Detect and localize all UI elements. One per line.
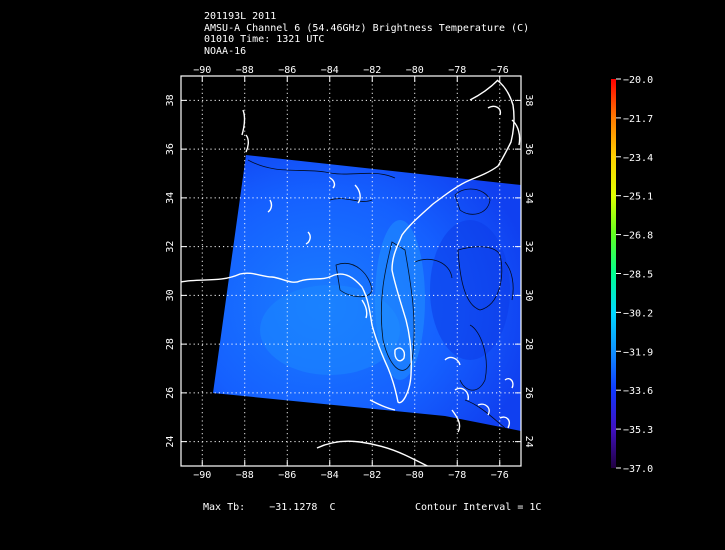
lat-label-right: 32	[523, 241, 534, 253]
lon-label-bottom: −76	[491, 470, 509, 481]
contour-line	[335, 263, 373, 298]
axis-tick-labels: −90 −90 −88 −88 −86 −86 −84 −84 −82 −82 −80 −80 −78 −…	[165, 65, 534, 481]
lat-label-right: 26	[523, 387, 534, 399]
inland-water	[241, 109, 368, 319]
title-line-date: 201193L 2011	[204, 11, 277, 22]
lat-label-right: 24	[523, 436, 534, 448]
lon-label-bottom: −88	[236, 470, 254, 481]
lon-label-top: −88	[236, 65, 254, 76]
lon-label-bottom: −82	[363, 470, 381, 481]
contour-line	[329, 198, 373, 202]
lat-label-left: 32	[165, 241, 176, 253]
coastline-keys	[369, 399, 396, 411]
lon-label-bottom: −84	[321, 470, 339, 481]
lat-label-left: 28	[165, 338, 176, 350]
color-scale-label: −21.7	[623, 114, 653, 125]
color-scale-gradient	[611, 79, 616, 468]
lat-label-right: 36	[523, 143, 534, 155]
max-tb-label: Max Tb:	[203, 502, 246, 513]
lon-label-bottom: −90	[193, 470, 211, 481]
lat-label-left: 34	[165, 192, 176, 204]
lon-label-top: −90	[193, 65, 211, 76]
lat-label-right: 28	[523, 338, 534, 350]
lon-label-bottom: −80	[406, 470, 424, 481]
color-scale-label: −20.0	[623, 75, 653, 86]
contour-line	[454, 188, 491, 215]
title-line-channel: AMSU-A Channel 6 (54.46GHz) Brightness T…	[204, 22, 530, 34]
coastline-bahamas	[444, 356, 514, 433]
coastline-gulf-florida	[181, 79, 515, 404]
color-scale-label: −35.3	[623, 425, 653, 436]
lon-label-top: −82	[363, 65, 381, 76]
lat-label-right: 34	[523, 192, 534, 204]
lat-label-left: 38	[165, 94, 176, 106]
color-scale-bar: −20.0 −21.7 −23.4 −25.1 −26.8 −28.5 −30.2 −31.9…	[611, 75, 653, 475]
lat-label-right: 38	[523, 94, 534, 106]
contour-line	[457, 246, 503, 311]
map-frame	[180, 75, 522, 467]
color-scale-label: −31.9	[623, 347, 653, 358]
axis-ticks	[181, 76, 521, 466]
lon-label-top: −76	[491, 65, 509, 76]
title-line-satellite: NOAA-16	[204, 45, 247, 57]
contour-line	[504, 261, 514, 301]
contour-line	[247, 159, 396, 179]
lon-label-bottom: −86	[278, 470, 296, 481]
color-scale-label: −30.2	[623, 308, 653, 319]
max-tb-unit: C	[329, 502, 336, 513]
contour-line	[459, 324, 487, 391]
coastline-lake-okeechobee	[394, 347, 406, 362]
contour-line	[464, 399, 506, 429]
contour-interval-label: Contour Interval = 1C	[415, 502, 542, 513]
contour-line	[380, 241, 415, 371]
lat-label-left: 24	[165, 436, 176, 448]
lon-label-top: −78	[448, 65, 466, 76]
color-scale-label: −28.5	[623, 270, 653, 281]
lon-label-top: −86	[278, 65, 296, 76]
color-scale-label: −33.6	[623, 386, 653, 397]
title-line-time: 01010 Time: 1321 UTC	[204, 34, 325, 45]
warm-region	[260, 285, 400, 375]
coastline-southeast-upper	[469, 79, 521, 146]
lat-label-left: 36	[165, 143, 176, 155]
lat-label-left: 26	[165, 387, 176, 399]
lon-label-bottom: −78	[448, 470, 466, 481]
lat-label-right: 30	[523, 289, 534, 301]
color-scale-label: −23.4	[623, 153, 653, 164]
lon-label-top: −84	[321, 65, 339, 76]
max-tb-readout: Max Tb: −31.1278 C	[203, 502, 336, 513]
color-scale-label: −37.0	[623, 464, 653, 475]
contour-lines	[247, 159, 514, 429]
color-scale-label: −26.8	[623, 231, 653, 242]
plot-header: 201193L 2011 AMSU-A Channel 6 (54.46GHz) …	[204, 11, 529, 57]
max-tb-value: −31.1278	[269, 502, 318, 513]
lon-label-top: −80	[406, 65, 424, 76]
contour-line	[414, 258, 453, 279]
lat-label-left: 30	[165, 289, 176, 301]
cool-region	[430, 220, 510, 360]
color-scale-label: −25.1	[623, 192, 653, 203]
